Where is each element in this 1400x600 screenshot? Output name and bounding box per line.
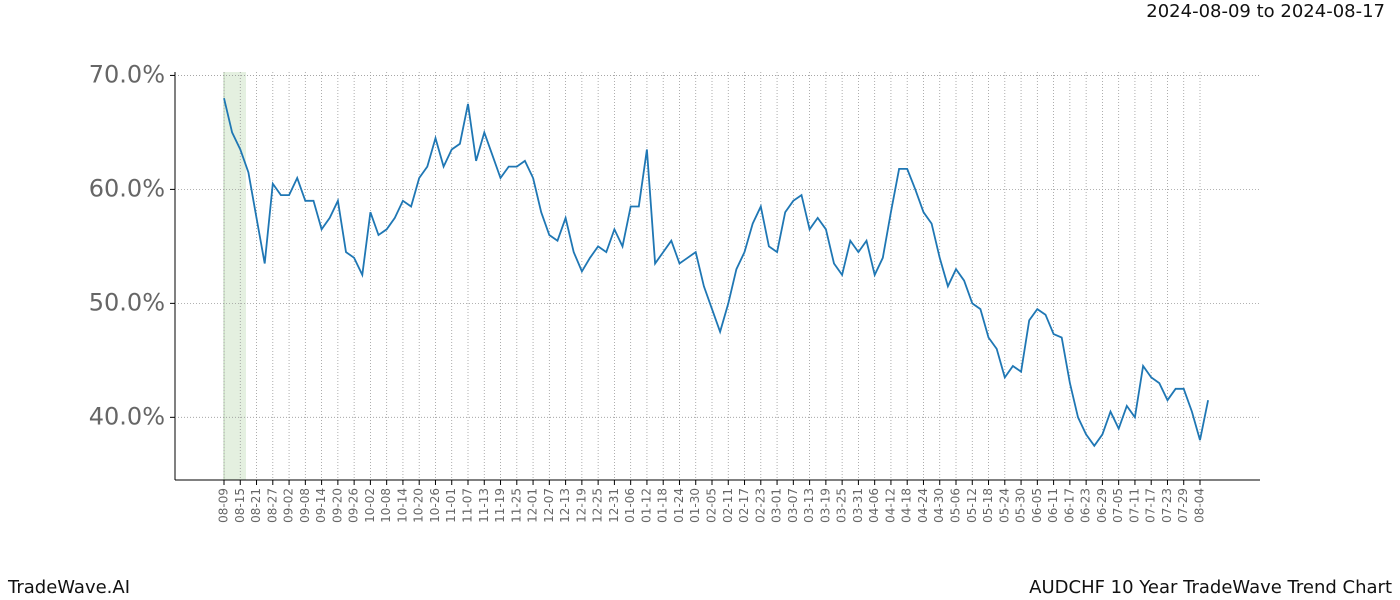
x-tick-label: 05-24 bbox=[997, 488, 1011, 523]
x-tick-label: 02-05 bbox=[705, 488, 719, 523]
x-tick-label: 08-04 bbox=[1193, 488, 1207, 523]
x-tick-label: 05-18 bbox=[981, 488, 995, 523]
x-tick-label: 02-17 bbox=[737, 488, 751, 523]
x-tick-label: 12-25 bbox=[591, 488, 605, 523]
x-tick-label: 12-07 bbox=[542, 488, 556, 523]
x-tick-label: 09-26 bbox=[347, 488, 361, 523]
x-tick-label: 07-17 bbox=[1144, 488, 1158, 523]
x-tick-label: 01-18 bbox=[656, 488, 670, 523]
x-tick-label: 07-11 bbox=[1127, 488, 1141, 523]
x-tick-label: 05-06 bbox=[949, 488, 963, 523]
y-tick-label: 50.0% bbox=[89, 288, 165, 316]
x-tick-label: 11-07 bbox=[461, 488, 475, 523]
x-tick-label: 06-23 bbox=[1079, 488, 1093, 523]
x-tick-label: 08-27 bbox=[265, 488, 279, 523]
x-tick-label: 06-29 bbox=[1095, 488, 1109, 523]
x-tick-label: 11-01 bbox=[444, 488, 458, 523]
x-tick-label: 09-20 bbox=[330, 488, 344, 523]
x-tick-label: 03-13 bbox=[802, 488, 816, 523]
x-tick-label: 09-08 bbox=[298, 488, 312, 523]
x-tick-label: 08-15 bbox=[233, 488, 247, 523]
x-tick-label: 08-09 bbox=[217, 488, 231, 523]
x-tick-label: 03-19 bbox=[818, 488, 832, 523]
x-tick-label: 10-02 bbox=[363, 488, 377, 523]
x-tick-label: 07-23 bbox=[1160, 488, 1174, 523]
x-tick-label: 01-30 bbox=[688, 488, 702, 523]
x-tick-label: 07-05 bbox=[1111, 488, 1125, 523]
x-tick-label: 02-23 bbox=[753, 488, 767, 523]
x-tick-label: 03-25 bbox=[835, 488, 849, 523]
x-tick-label: 06-11 bbox=[1046, 488, 1060, 523]
x-tick-label: 03-31 bbox=[851, 488, 865, 523]
x-tick-label: 02-11 bbox=[721, 488, 735, 523]
highlight-band bbox=[224, 72, 246, 480]
x-tick-label: 05-30 bbox=[1014, 488, 1028, 523]
x-tick-label: 10-14 bbox=[395, 488, 409, 523]
x-tick-label: 03-07 bbox=[786, 488, 800, 523]
y-tick-label: 70.0% bbox=[89, 60, 165, 88]
x-tick-label: 08-21 bbox=[249, 488, 263, 523]
subtitle: 2024-08-09 to 2024-08-17 bbox=[1146, 1, 1385, 22]
x-tick-label: 04-18 bbox=[900, 488, 914, 523]
x-tick-label: 10-08 bbox=[379, 488, 393, 523]
x-tick-label: 04-06 bbox=[867, 488, 881, 523]
x-tick-label: 12-01 bbox=[526, 488, 540, 523]
x-tick-label: 11-13 bbox=[477, 488, 491, 523]
y-tick-label: 60.0% bbox=[89, 174, 165, 202]
footer-left: TradeWave.AI bbox=[7, 577, 130, 598]
x-tick-label: 07-29 bbox=[1176, 488, 1190, 523]
x-tick-label: 01-24 bbox=[672, 488, 686, 523]
x-tick-label: 09-02 bbox=[282, 488, 296, 523]
x-tick-label: 06-17 bbox=[1062, 488, 1076, 523]
footer-right: AUDCHF 10 Year TradeWave Trend Chart bbox=[1029, 577, 1392, 598]
x-tick-label: 10-20 bbox=[412, 488, 426, 523]
trend-line bbox=[223, 97, 1209, 448]
x-tick-label: 04-24 bbox=[916, 488, 930, 523]
x-tick-label: 12-13 bbox=[558, 488, 572, 523]
x-tick-label: 11-25 bbox=[509, 488, 523, 523]
x-tick-label: 01-06 bbox=[623, 488, 637, 523]
x-tick-label: 12-19 bbox=[574, 488, 588, 523]
x-tick-label: 01-12 bbox=[639, 488, 653, 523]
x-tick-label: 10-26 bbox=[428, 488, 442, 523]
x-tick-label: 11-19 bbox=[493, 488, 507, 523]
x-tick-label: 09-14 bbox=[314, 488, 328, 523]
x-tick-label: 04-30 bbox=[932, 488, 946, 523]
x-tick-label: 06-05 bbox=[1030, 488, 1044, 523]
x-tick-label: 04-12 bbox=[883, 488, 897, 523]
x-tick-label: 12-31 bbox=[607, 488, 621, 523]
x-tick-label: 03-01 bbox=[770, 488, 784, 523]
x-tick-label: 05-12 bbox=[965, 488, 979, 523]
y-tick-label: 40.0% bbox=[89, 402, 165, 430]
